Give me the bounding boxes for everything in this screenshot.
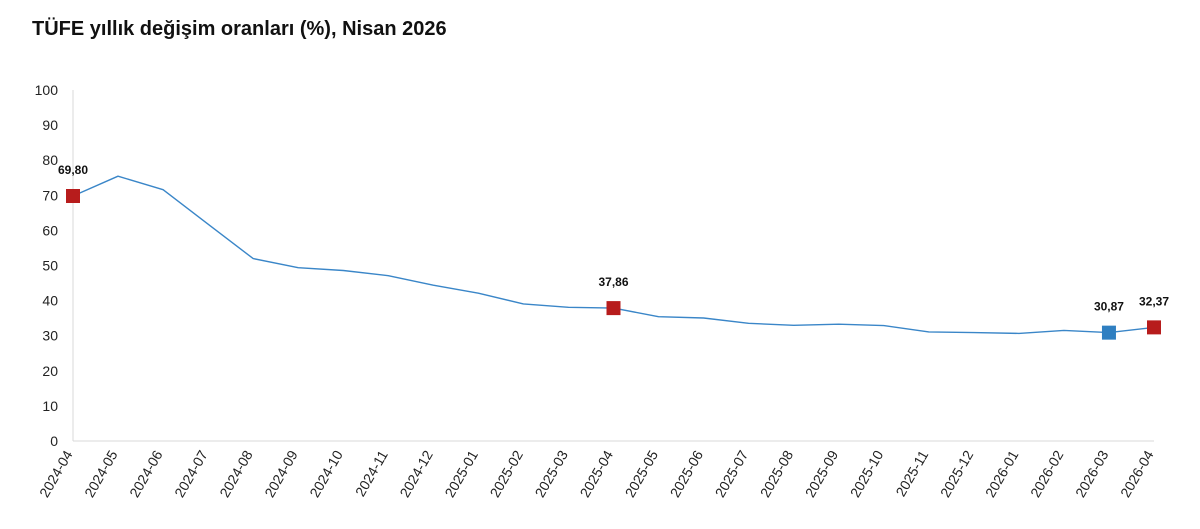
x-tick-label: 2025-04 bbox=[577, 447, 617, 500]
x-tick-label: 2026-03 bbox=[1072, 447, 1112, 500]
y-tick-label: 40 bbox=[42, 293, 58, 309]
x-tick-label: 2025-08 bbox=[757, 447, 797, 500]
y-tick-label: 10 bbox=[42, 398, 58, 414]
data-label: 30,87 bbox=[1094, 300, 1124, 314]
y-tick-label: 100 bbox=[35, 82, 59, 98]
x-tick-label: 2024-07 bbox=[171, 447, 211, 500]
x-tick-label: 2025-10 bbox=[847, 447, 887, 500]
y-axis: 0 10 20 30 40 50 60 70 80 90 100 bbox=[35, 82, 74, 449]
x-tick-label: 2024-11 bbox=[352, 447, 391, 499]
data-marker bbox=[66, 189, 80, 204]
x-tick-label: 2025-11 bbox=[892, 447, 931, 499]
y-tick-label: 60 bbox=[42, 222, 58, 238]
x-tick-label: 2024-06 bbox=[126, 447, 166, 500]
x-tick-label: 2025-03 bbox=[532, 447, 572, 500]
x-tick-label: 2025-02 bbox=[486, 447, 526, 500]
x-tick-label: 2024-10 bbox=[306, 447, 346, 500]
x-tick-label: 2025-05 bbox=[622, 447, 662, 500]
y-tick-label: 70 bbox=[42, 187, 58, 203]
x-tick-label: 2024-08 bbox=[216, 447, 256, 500]
data-marker bbox=[606, 301, 621, 316]
x-tick-label: 2024-04 bbox=[36, 447, 76, 500]
x-tick-label: 2025-06 bbox=[667, 447, 707, 500]
x-tick-label: 2025-12 bbox=[937, 447, 977, 500]
data-marker bbox=[1101, 325, 1116, 340]
y-tick-label: 30 bbox=[42, 328, 58, 344]
x-axis: 2024-04 2024-05 2024-06 2024-07 2024-08 2024-… bbox=[36, 440, 1157, 500]
x-tick-label: 2025-01 bbox=[441, 447, 481, 500]
x-tick-label: 2024-12 bbox=[396, 447, 436, 500]
x-tick-label: 2026-04 bbox=[1117, 447, 1157, 500]
chart-title: TÜFE yıllık değişim oranları (%), Nisan … bbox=[32, 18, 447, 40]
y-tick-label: 50 bbox=[42, 258, 58, 274]
data-label: 32,37 bbox=[1139, 294, 1169, 308]
x-tick-label: 2025-09 bbox=[802, 447, 842, 500]
data-marker bbox=[1147, 320, 1161, 335]
x-tick-label: 2026-02 bbox=[1027, 447, 1067, 500]
y-tick-label: 0 bbox=[50, 433, 58, 449]
x-tick-label: 2024-05 bbox=[81, 447, 121, 500]
markers-layer: 69,80 37,86 30,87 32,37 bbox=[58, 163, 1169, 340]
y-tick-label: 90 bbox=[42, 117, 58, 133]
data-label: 69,80 bbox=[58, 163, 88, 177]
x-tick-label: 2024-09 bbox=[261, 447, 301, 500]
data-label: 37,86 bbox=[598, 275, 628, 289]
x-tick-label: 2025-07 bbox=[712, 447, 752, 500]
y-tick-label: 80 bbox=[42, 152, 58, 168]
y-tick-label: 20 bbox=[42, 363, 58, 379]
x-tick-label: 2026-01 bbox=[982, 447, 1022, 500]
